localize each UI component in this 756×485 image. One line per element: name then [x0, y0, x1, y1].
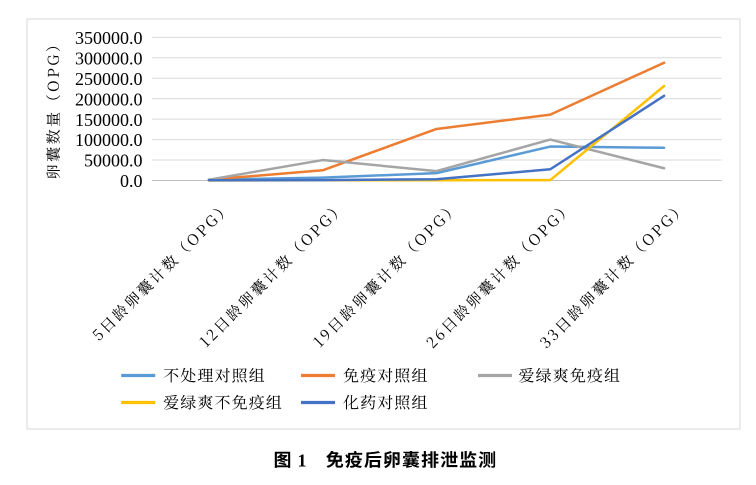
svg-text:50000.0: 50000.0	[84, 151, 143, 171]
svg-text:350000.0: 350000.0	[75, 28, 143, 48]
svg-text:250000.0: 250000.0	[75, 69, 143, 89]
svg-text:100000.0: 100000.0	[75, 130, 143, 150]
svg-text:150000.0: 150000.0	[75, 110, 143, 130]
svg-text:300000.0: 300000.0	[75, 48, 143, 68]
svg-text:0.0: 0.0	[120, 171, 143, 191]
svg-text:200000.0: 200000.0	[75, 89, 143, 109]
svg-text:1: 1	[298, 450, 307, 470]
